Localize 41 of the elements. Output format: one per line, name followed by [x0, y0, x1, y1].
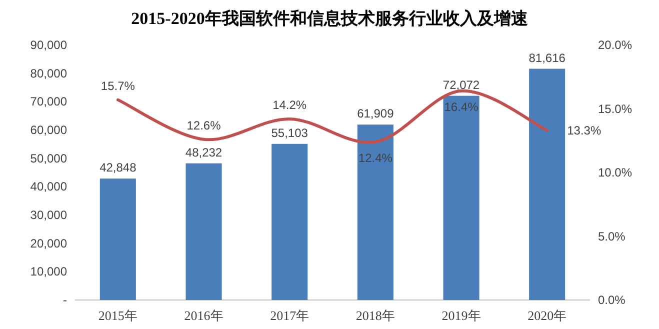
bar: [443, 96, 480, 300]
y2-tick-label: 10.0%: [598, 166, 632, 180]
y-tick-label: 90,000: [30, 38, 68, 52]
y2-tick-label: 5.0%: [598, 229, 626, 244]
data-label: 12.4%: [358, 150, 393, 165]
x-tick-label: 2017年: [270, 308, 310, 323]
bar: [186, 163, 222, 300]
y-tick-label: -: [63, 293, 67, 307]
bar: [272, 144, 308, 300]
data-label: 72,072: [442, 78, 480, 92]
y-tick-label: 40,000: [30, 180, 68, 194]
y2-tick-label: 20.0%: [598, 38, 632, 52]
y2-tick-label: 0.0%: [598, 293, 626, 307]
data-label: 55,103: [271, 126, 308, 140]
y2-tick-label: 15.0%: [598, 102, 632, 116]
data-label: 13.3%: [567, 123, 602, 138]
y-tick-label: 70,000: [30, 94, 68, 109]
data-label: 16.4%: [444, 100, 479, 114]
x-tick-label: 2019年: [442, 308, 481, 323]
y-tick-label: 30,000: [30, 208, 68, 222]
data-label: 15.7%: [100, 78, 136, 93]
y-tick-label: 60,000: [30, 123, 68, 137]
x-tick-label: 2015年: [98, 308, 138, 323]
x-tick-label: 2018年: [356, 308, 395, 323]
x-tick-label: 2016年: [184, 308, 224, 323]
data-label: 12.6%: [186, 118, 222, 132]
data-label: 14.2%: [272, 98, 307, 112]
bar: [357, 124, 394, 300]
data-label: 48,232: [185, 145, 222, 160]
y-tick-label: 50,000: [30, 151, 68, 166]
x-tick-label: 2020年: [528, 308, 567, 323]
data-label: 42,848: [100, 160, 137, 175]
y-tick-label: 10,000: [30, 264, 68, 279]
chart-title: 2015-2020年我国软件和信息技术服务行业收入及增速: [131, 9, 528, 28]
data-label: 81,616: [528, 50, 566, 65]
y-tick-label: 80,000: [30, 66, 68, 80]
bar: [529, 68, 566, 300]
data-label: 61,909: [357, 106, 394, 121]
line-series: [116, 89, 549, 144]
bar: [100, 178, 136, 300]
y-tick-label: 20,000: [30, 236, 68, 250]
